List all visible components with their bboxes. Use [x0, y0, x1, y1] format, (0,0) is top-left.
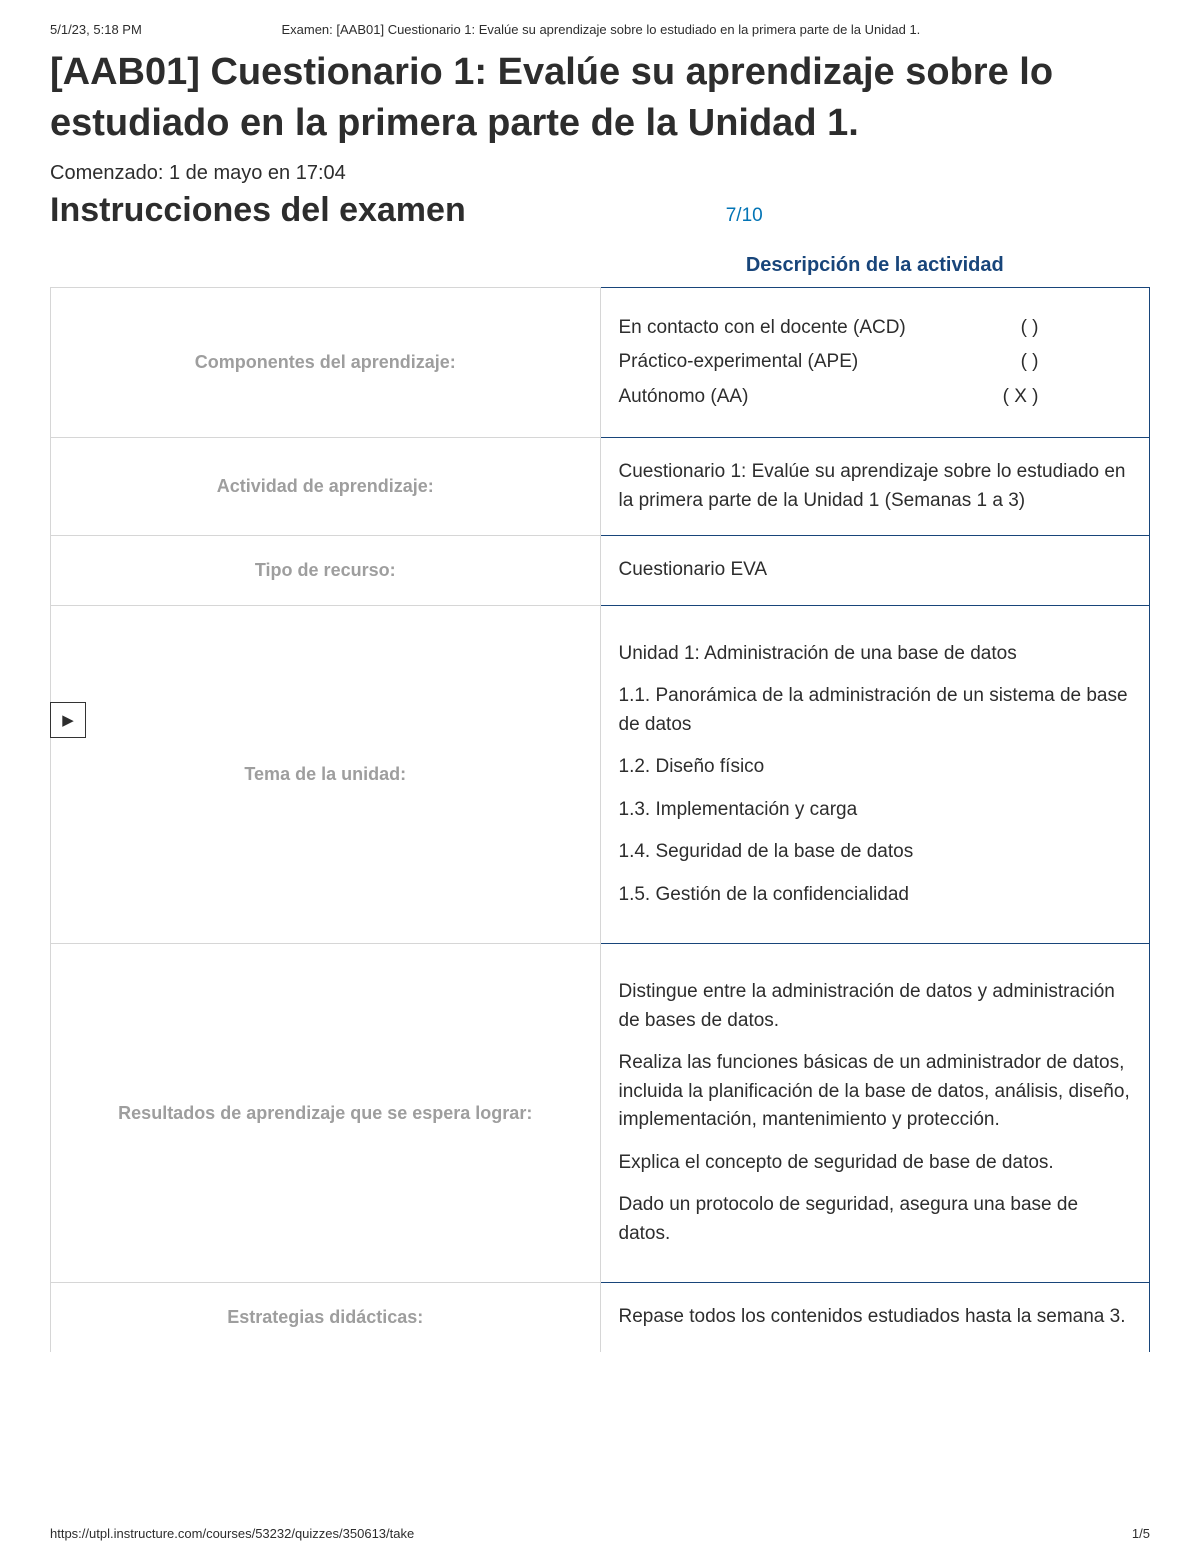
footer-url: https://utpl.instructure.com/courses/532…	[50, 1526, 414, 1541]
label-resultados: Resultados de aprendizaje que se espera …	[51, 944, 601, 1283]
print-date: 5/1/23, 5:18 PM	[50, 22, 142, 37]
resultado-line: Realiza las funciones básicas de un admi…	[619, 1049, 1132, 1135]
started-at: Comenzado: 1 de mayo en 17:04	[50, 162, 1150, 185]
table-row: Tema de la unidad: Unidad 1: Administrac…	[51, 605, 1150, 944]
tema-line: 1.1. Panorámica de la administración de …	[619, 682, 1132, 739]
tema-line: Unidad 1: Administración de una base de …	[619, 640, 1132, 669]
resultado-line: Dado un protocolo de seguridad, asegura …	[619, 1191, 1132, 1248]
label-tipo: Tipo de recurso:	[51, 536, 601, 606]
value-tipo: Cuestionario EVA	[600, 536, 1150, 606]
comp-item-mark: ( )	[1021, 314, 1039, 343]
resultado-line: Explica el concepto de seguridad de base…	[619, 1149, 1132, 1178]
activity-table: Descripción de la actividad Componentes …	[50, 248, 1150, 1352]
comp-item-mark: ( X )	[1003, 383, 1039, 412]
footer-page: 1/5	[1132, 1526, 1150, 1541]
question-progress[interactable]: 7/10	[726, 205, 763, 227]
print-footer: https://utpl.instructure.com/courses/532…	[0, 1520, 1200, 1553]
print-doc-title: Examen: [AAB01] Cuestionario 1: Evalúe s…	[142, 22, 1060, 37]
label-estrategias: Estrategias didácticas:	[51, 1283, 601, 1352]
comp-item-name: En contacto con el docente (ACD)	[619, 314, 906, 343]
print-header: 5/1/23, 5:18 PM Examen: [AAB01] Cuestion…	[50, 22, 1150, 37]
tema-line: 1.5. Gestión de la confidencialidad	[619, 881, 1132, 910]
comp-item-mark: ( )	[1021, 348, 1039, 377]
instructions-heading: Instrucciones del examen	[50, 191, 466, 230]
label-actividad: Actividad de aprendizaje:	[51, 438, 601, 536]
tema-line: 1.2. Diseño físico	[619, 753, 1132, 782]
expand-tab-button[interactable]: ▶	[50, 702, 86, 738]
table-row: Estrategias didácticas: Repase todos los…	[51, 1283, 1150, 1352]
comp-item-name: Práctico-experimental (APE)	[619, 348, 859, 377]
page-title: [AAB01] Cuestionario 1: Evalúe su aprend…	[50, 47, 1150, 150]
table-row: Resultados de aprendizaje que se espera …	[51, 944, 1150, 1283]
value-actividad: Cuestionario 1: Evalúe su aprendizaje so…	[600, 438, 1150, 536]
activity-desc-header: Descripción de la actividad	[600, 248, 1150, 288]
comp-item-name: Autónomo (AA)	[619, 383, 749, 412]
resultado-line: Distingue entre la administración de dat…	[619, 978, 1132, 1035]
value-estrategias: Repase todos los contenidos estudiados h…	[600, 1283, 1150, 1352]
tema-line: 1.4. Seguridad de la base de datos	[619, 838, 1132, 867]
value-tema: Unidad 1: Administración de una base de …	[600, 605, 1150, 944]
label-componentes: Componentes del aprendizaje:	[51, 287, 601, 438]
table-row: Actividad de aprendizaje: Cuestionario 1…	[51, 438, 1150, 536]
value-componentes: En contacto con el docente (ACD) ( ) Prá…	[600, 287, 1150, 438]
table-row: Componentes del aprendizaje: En contacto…	[51, 287, 1150, 438]
label-tema: Tema de la unidad:	[51, 605, 601, 944]
play-icon: ▶	[62, 711, 74, 729]
table-row: Tipo de recurso: Cuestionario EVA	[51, 536, 1150, 606]
tema-line: 1.3. Implementación y carga	[619, 796, 1132, 825]
value-resultados: Distingue entre la administración de dat…	[600, 944, 1150, 1283]
